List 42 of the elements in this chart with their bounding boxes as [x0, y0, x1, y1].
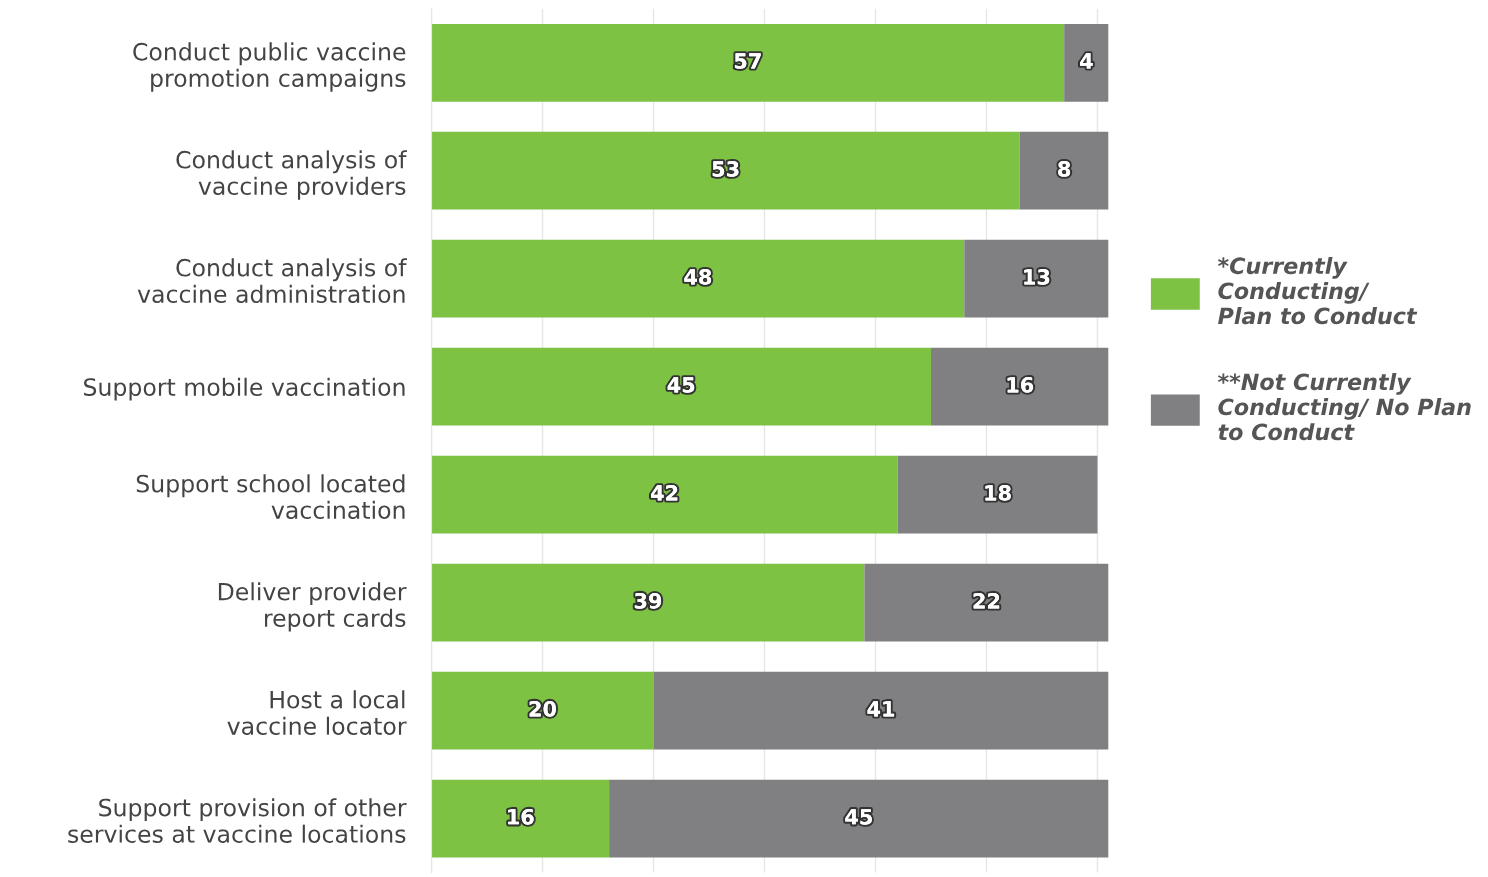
y-tick-label: Conduct analysis of vaccine providers [176, 150, 407, 200]
data-label: 18 [985, 484, 1011, 501]
bar [431, 779, 610, 858]
bar [431, 563, 865, 642]
data-label: 16 [508, 808, 534, 825]
data-label: 45 [667, 377, 695, 393]
bar [431, 455, 898, 534]
data-label: 4 [1080, 53, 1093, 69]
bar [431, 131, 1020, 210]
y-tick-label: Support provision of other services at vaccine locations [68, 798, 407, 843]
legend-label: *Currently Conducting/ Plan to Conduct [1217, 256, 1418, 325]
y-tick-label: Support school located vaccination [136, 474, 405, 519]
data-label: 16 [1007, 377, 1034, 393]
data-label: 8 [1058, 161, 1071, 177]
y-tick-label: Support mobile vaccination [84, 377, 405, 401]
bar [930, 347, 1109, 426]
data-label: 57 [734, 53, 761, 69]
y-tick-label: Conduct public vaccine promotion campaigns [133, 42, 406, 92]
bar [431, 347, 931, 426]
bar [897, 455, 1098, 534]
bar [1064, 23, 1109, 102]
bar [1019, 131, 1109, 210]
data-label: 20 [529, 700, 557, 717]
y-tick-label: Conduct analysis of vaccine administration [137, 258, 407, 304]
bar [609, 779, 1109, 858]
data-label: 42 [651, 484, 678, 501]
data-label: 41 [867, 701, 895, 717]
bar [864, 563, 1109, 642]
data-label: 39 [634, 592, 662, 609]
data-label: 45 [845, 809, 872, 825]
data-label: 53 [712, 161, 739, 177]
data-label: 22 [973, 592, 1000, 609]
bar [431, 671, 654, 750]
y-tick-label: Deliver provider report cards [218, 582, 407, 632]
bar [431, 239, 965, 318]
data-label: 48 [684, 269, 712, 285]
y-tick-label: Host a local vaccine locator [227, 690, 407, 735]
data-label: 13 [1024, 269, 1050, 285]
bar [653, 671, 1109, 750]
bar [964, 239, 1109, 318]
bar [431, 23, 1065, 102]
legend-label: **Not Currently Conducting/ No Plan to Conduct [1217, 373, 1471, 441]
